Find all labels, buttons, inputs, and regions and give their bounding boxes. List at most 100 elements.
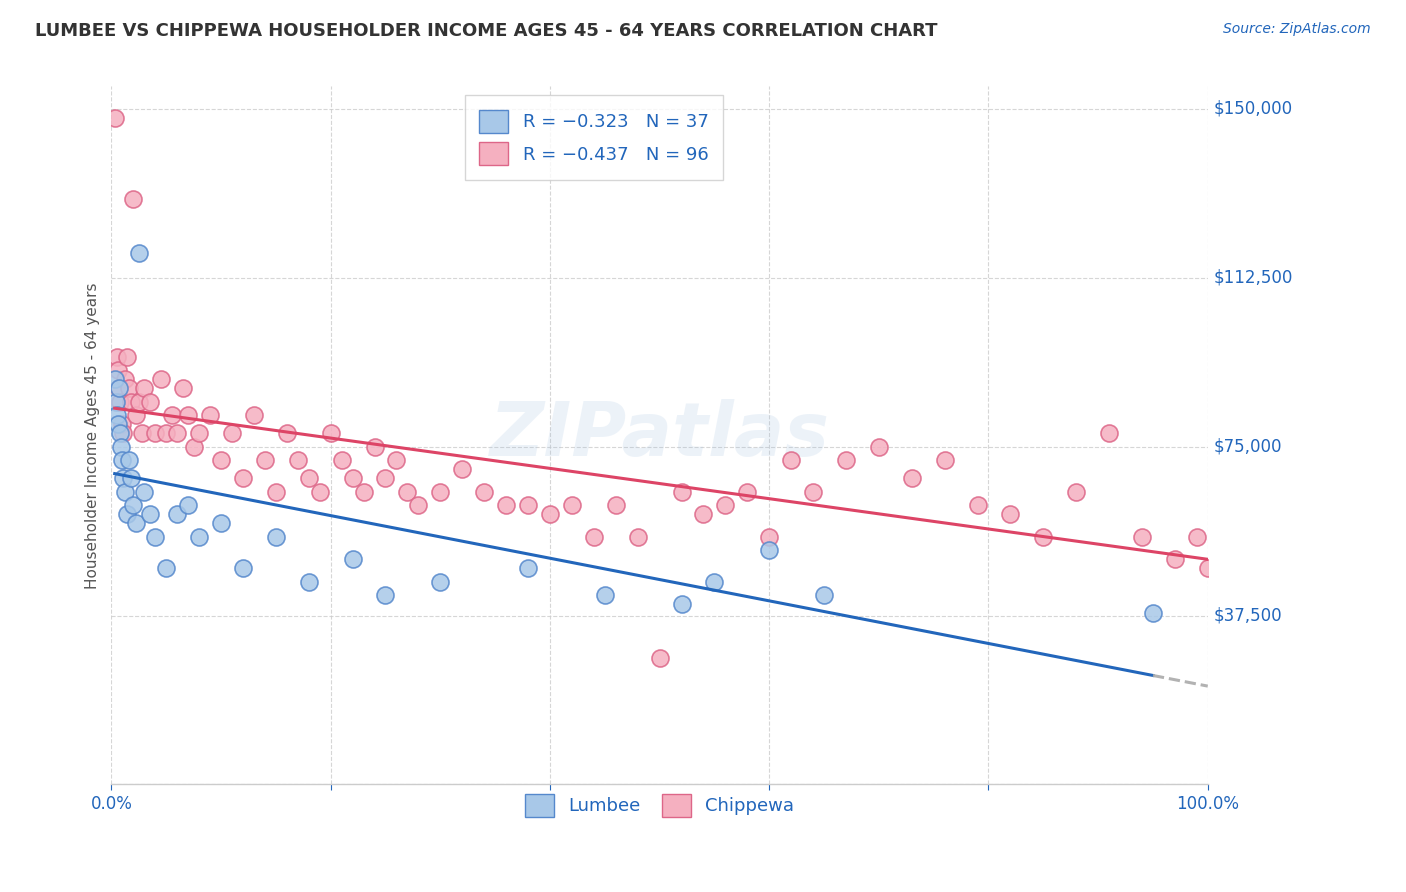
Point (107, 363, 129, 377)
Point (118, 381, 141, 395)
Text: $37,500: $37,500 (1213, 607, 1282, 624)
Point (172, 381, 194, 395)
Point (308, 484, 330, 499)
Point (605, 498, 627, 512)
Point (385, 453, 408, 467)
Point (104, 372, 127, 386)
Point (593, 588, 616, 602)
Point (737, 484, 759, 499)
Point (232, 471, 254, 485)
Point (966, 498, 988, 512)
Point (692, 507, 714, 521)
Point (122, 192, 145, 206)
Point (472, 484, 495, 499)
Point (298, 574, 321, 589)
Point (177, 408, 200, 422)
Point (1164, 552, 1187, 566)
Point (835, 453, 858, 467)
Point (298, 471, 321, 485)
Text: $150,000: $150,000 (1213, 100, 1292, 118)
Point (342, 552, 364, 566)
Point (1098, 426, 1121, 441)
Point (264, 484, 287, 499)
Text: Source: ZipAtlas.com: Source: ZipAtlas.com (1223, 22, 1371, 37)
Point (166, 426, 188, 441)
Point (517, 498, 540, 512)
Y-axis label: Householder Income Ages 45 - 64 years: Householder Income Ages 45 - 64 years (86, 282, 100, 589)
Point (396, 484, 419, 499)
Text: LUMBEE VS CHIPPEWA HOUSEHOLDER INCOME AGES 45 - 64 YEARS CORRELATION CHART: LUMBEE VS CHIPPEWA HOUSEHOLDER INCOME AG… (35, 22, 938, 40)
Point (451, 462, 474, 476)
Point (166, 507, 188, 521)
Point (155, 561, 177, 575)
Point (353, 484, 375, 499)
Point (319, 426, 342, 441)
Point (758, 530, 780, 544)
Point (198, 408, 221, 422)
Point (408, 498, 430, 512)
Point (209, 453, 232, 467)
Point (900, 471, 922, 485)
Point (108, 426, 131, 441)
Point (1185, 530, 1208, 544)
Point (648, 651, 671, 665)
Point (160, 408, 183, 422)
Point (183, 440, 205, 454)
Text: $112,500: $112,500 (1213, 268, 1292, 286)
Point (627, 530, 650, 544)
Point (143, 530, 166, 544)
Point (107, 417, 129, 431)
Point (104, 394, 127, 409)
Point (131, 426, 153, 441)
Point (780, 453, 803, 467)
Point (758, 543, 780, 558)
Point (149, 372, 172, 386)
Point (253, 453, 276, 467)
Point (112, 471, 135, 485)
Point (111, 417, 134, 431)
Point (134, 484, 156, 499)
Point (221, 426, 243, 441)
Point (105, 350, 128, 364)
Point (495, 498, 517, 512)
Point (118, 453, 141, 467)
Point (114, 484, 136, 499)
Point (1197, 561, 1219, 575)
Point (108, 381, 131, 395)
Point (155, 426, 177, 441)
Point (143, 426, 166, 441)
Point (1032, 530, 1054, 544)
Point (128, 246, 150, 260)
Point (374, 471, 396, 485)
Point (801, 484, 824, 499)
Point (1064, 484, 1087, 499)
Point (934, 453, 956, 467)
Point (188, 530, 211, 544)
Point (538, 507, 561, 521)
Point (429, 484, 451, 499)
Point (264, 530, 287, 544)
Point (868, 440, 890, 454)
Text: $75,000: $75,000 (1213, 438, 1282, 456)
Point (374, 588, 396, 602)
Point (330, 453, 353, 467)
Point (188, 426, 211, 441)
Point (232, 561, 254, 575)
Point (813, 588, 835, 602)
Point (120, 394, 142, 409)
Point (561, 498, 583, 512)
Point (714, 498, 737, 512)
Point (429, 574, 451, 589)
Point (1130, 530, 1153, 544)
Point (1000, 507, 1022, 521)
Point (287, 453, 309, 467)
Point (111, 453, 134, 467)
Legend: Lumbee, Chippewa: Lumbee, Chippewa (517, 787, 801, 824)
Point (115, 350, 138, 364)
Point (363, 440, 385, 454)
Point (209, 516, 232, 531)
Point (110, 440, 132, 454)
Point (243, 408, 266, 422)
Text: ZIPatlas: ZIPatlas (489, 399, 830, 472)
Point (105, 408, 128, 422)
